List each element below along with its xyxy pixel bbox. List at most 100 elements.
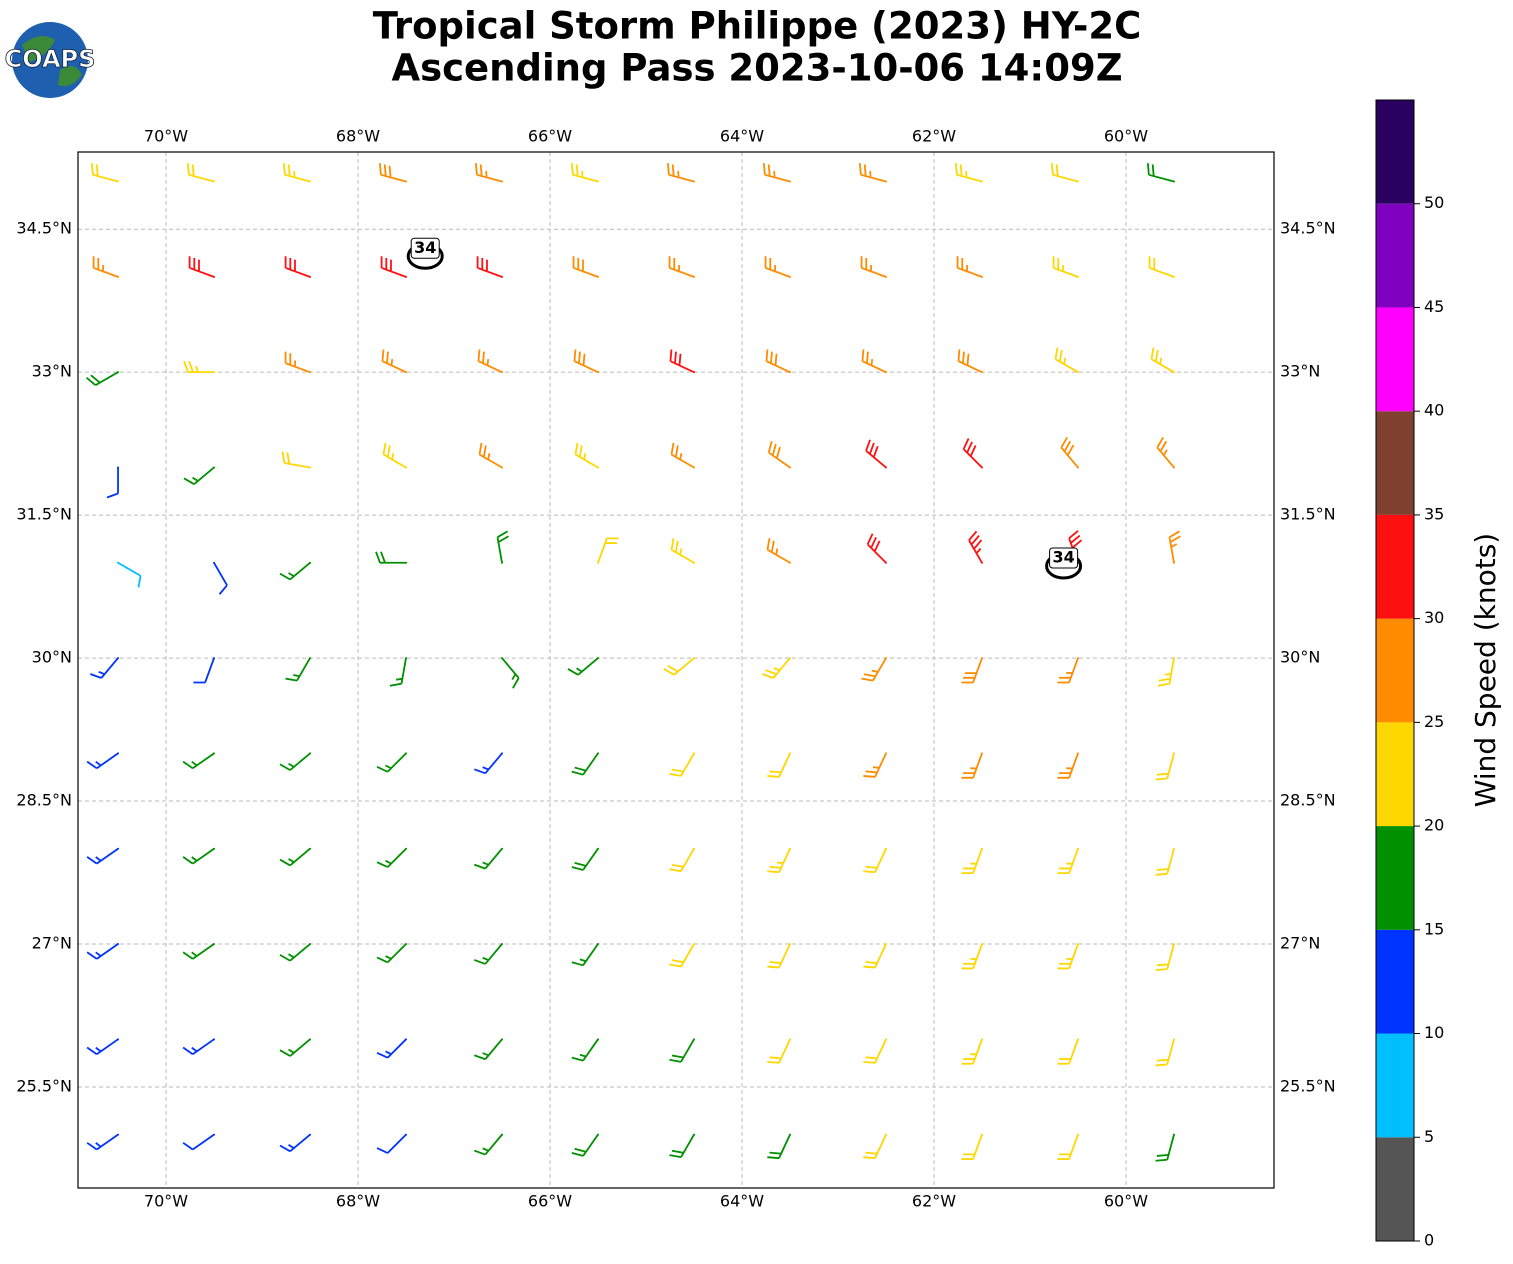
wind-barb: [962, 438, 983, 469]
wind-barb: [117, 561, 142, 588]
barb-station: [980, 943, 983, 946]
wind-barb: [670, 538, 695, 564]
wind-barb: [182, 1133, 215, 1151]
wind-barb: [279, 1133, 311, 1153]
barb-station: [1076, 1038, 1079, 1041]
barb-station: [1172, 943, 1175, 946]
barb-station: [1172, 371, 1175, 374]
barb-station: [405, 943, 408, 946]
wind-barb: [863, 1038, 887, 1064]
colorbar-tick-label: 20: [1424, 816, 1444, 835]
wind-barb: [574, 442, 599, 469]
x-tick-label: 68°W: [336, 127, 380, 146]
barb-station: [405, 561, 408, 564]
x-tick-label: 62°W: [912, 127, 956, 146]
wind-barb: [279, 943, 311, 962]
wind-barb: [86, 847, 119, 865]
wind-barb: [473, 1134, 503, 1156]
barb-station: [980, 847, 983, 850]
wind-barb: [376, 848, 407, 868]
wind-barb: [1060, 436, 1079, 469]
wind-barb: [279, 562, 311, 581]
wind-barb: [670, 442, 695, 469]
barb-station: [788, 752, 791, 755]
barb-station: [405, 1038, 408, 1041]
y-tick-label: 25.5°N: [16, 1076, 72, 1095]
wind-barb: [1168, 530, 1181, 563]
wind-barb: [92, 256, 119, 278]
barb-station: [117, 466, 120, 469]
wind-barb: [380, 256, 407, 278]
wind-barb: [1057, 753, 1079, 779]
wind-barb: [669, 848, 695, 873]
wind-barb: [863, 848, 887, 874]
barb-station: [1172, 1038, 1175, 1041]
wind-barb: [1148, 256, 1175, 278]
wind-barb: [961, 1134, 983, 1160]
wind-barb: [183, 466, 215, 485]
barb-station: [692, 561, 695, 564]
barb-station: [980, 466, 983, 469]
wind-barb: [961, 753, 983, 779]
chart-subtitle: Ascending Pass 2023-10-06 14:09Z: [391, 47, 1122, 90]
wind-barb: [573, 349, 599, 373]
barb-station: [117, 371, 120, 374]
colorbar-label: Wind Speed (knots): [1469, 533, 1502, 807]
barb-station: [309, 371, 312, 374]
wind-barb: [284, 351, 311, 374]
colorbar-tick-label: 50: [1424, 193, 1444, 212]
y-tick-label: 28.5°N: [16, 791, 72, 810]
wind-barb: [183, 360, 215, 374]
wind-barb: [766, 538, 791, 564]
wind-barb: [1155, 1134, 1175, 1162]
wind-barb: [282, 163, 311, 183]
barb-station: [980, 657, 983, 660]
barb-station: [405, 847, 408, 850]
barb-station: [692, 847, 695, 850]
wind-barb: [376, 943, 407, 964]
barb-station: [597, 371, 600, 374]
wind-barb: [213, 562, 228, 595]
barb-station: [213, 180, 216, 183]
barb-station: [213, 943, 216, 946]
barb-station: [213, 371, 216, 374]
barb-station: [597, 275, 600, 278]
barb-station: [213, 275, 216, 278]
barb-station: [1076, 847, 1079, 850]
y-tick-label: 25.5°N: [1280, 1076, 1336, 1095]
barb-station: [788, 561, 791, 564]
colorbar-segment: [1376, 1137, 1414, 1241]
barb-station: [692, 657, 695, 660]
wind-barb: [954, 163, 983, 183]
wind-barb: [476, 256, 503, 278]
map-frame: [77, 151, 1275, 1189]
wind-barb: [571, 848, 599, 871]
wind-barb: [571, 752, 599, 776]
barb-station: [597, 943, 600, 946]
logo-text: COAPS: [5, 45, 96, 73]
barb-station: [884, 847, 887, 850]
barb-station: [309, 180, 312, 183]
y-tick-label: 30°N: [32, 648, 72, 667]
wind-barb: [1156, 436, 1175, 469]
wind-barb: [376, 1133, 407, 1154]
wind-barb: [669, 943, 695, 968]
wind-barb: [1050, 163, 1079, 183]
wind-barb: [767, 848, 791, 874]
barb-station: [788, 180, 791, 183]
barb-station: [405, 180, 408, 183]
barb-station: [309, 466, 312, 469]
wind-barb: [496, 530, 509, 563]
barb-station: [1172, 847, 1175, 850]
wind-barb: [85, 371, 119, 386]
y-tick-label: 33°N: [1280, 362, 1320, 381]
barb-station: [117, 943, 120, 946]
colorbar-frame: [1375, 99, 1415, 1242]
wind-barb: [378, 163, 407, 183]
barb-station: [884, 180, 887, 183]
barb-station: [692, 180, 695, 183]
wind-barb: [765, 349, 791, 373]
wind-barb: [1057, 848, 1079, 875]
barb-station: [1172, 1133, 1175, 1136]
